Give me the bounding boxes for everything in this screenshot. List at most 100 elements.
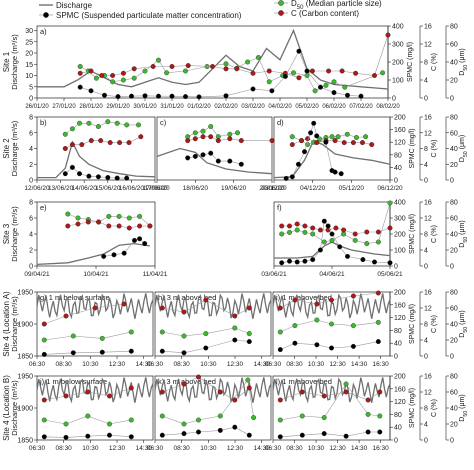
spmc-point — [196, 429, 201, 435]
c-point — [269, 138, 275, 144]
legend-label: SPMC (Suspended particulate matter conce… — [56, 11, 242, 20]
spmc-point — [142, 241, 148, 247]
d50-point — [312, 88, 318, 94]
row-1: Site 1 Discharge (m³/s)051015202530010020… — [2, 24, 469, 111]
d50-point — [321, 415, 327, 421]
spmc-point — [217, 427, 223, 433]
x-tick-label: 05/12/20 — [339, 185, 365, 192]
d50-point — [107, 421, 112, 427]
discharge-line — [36, 293, 154, 320]
c-point — [353, 70, 359, 76]
spmc-point — [331, 90, 337, 96]
c-point — [217, 389, 223, 395]
spmc-point — [277, 434, 283, 440]
c-point — [365, 397, 371, 403]
panel-frame — [154, 375, 272, 441]
d50-point — [363, 134, 369, 140]
spmc-point — [132, 237, 137, 243]
right-tick-label-c: 8 — [424, 146, 428, 153]
spmc-point — [128, 434, 134, 440]
right-tick-label-c: 0 — [424, 264, 428, 271]
y-tick-label: 5 — [29, 84, 33, 91]
d50-point — [181, 421, 187, 427]
x-tick-label: 12/06/20 — [24, 185, 50, 192]
x-tick-label: 14:30 — [254, 361, 271, 368]
panel-2-3: d) 03/12/20 04/12/20 05/12/20 06/12/20 — [261, 116, 403, 192]
c-point — [88, 138, 94, 144]
panel-frame — [36, 291, 154, 357]
c-point — [296, 75, 302, 81]
c-point — [234, 66, 240, 72]
c-point — [246, 385, 252, 391]
d50-point — [323, 82, 329, 88]
d50-point — [364, 241, 370, 247]
y-tick-label: 1950 — [17, 290, 33, 297]
right-tick-label-c: 16 — [424, 290, 432, 297]
right-tick-label-spmc: 100 — [392, 78, 404, 85]
spmc-axis-title: SPMC (mg/l) — [407, 42, 414, 82]
right-tick-label-spmc: 200 — [394, 115, 406, 122]
c-point — [208, 134, 214, 140]
y-tick-label: 2 — [29, 248, 33, 255]
legend-dot-swatch — [278, 0, 284, 6]
d50-point — [181, 333, 187, 339]
right-tick-label-d50: 20 — [450, 422, 458, 429]
spmc-point — [185, 155, 191, 161]
x-tick-label: 08:30 — [174, 445, 191, 452]
site-label: Site 4 (Location A) — [2, 291, 11, 357]
c-point — [350, 140, 356, 146]
right-tick-label-c: 4 — [424, 78, 428, 85]
x-tick-label: 12:30 — [109, 445, 126, 452]
y-tick-label: 1950 — [17, 374, 33, 381]
right-tick-label-spmc: 300 — [392, 42, 404, 49]
d50-point — [217, 413, 223, 419]
x-tick-label: 14:30 — [351, 445, 368, 452]
d50-point — [105, 119, 111, 125]
right-tick-label-c: 0 — [424, 438, 428, 445]
c-point — [294, 221, 300, 227]
d50-point — [294, 227, 300, 233]
y-tick-label: 6 — [29, 216, 33, 223]
c-point — [317, 227, 323, 233]
spmc-point — [137, 236, 143, 242]
d50-point — [302, 229, 308, 235]
d50-point — [342, 84, 348, 90]
d50-axis-title: D50 (μm) — [459, 310, 469, 337]
legend-item-discharge: Discharge — [39, 1, 93, 10]
right-tick-label-spmc: 80 — [394, 412, 402, 419]
x-tick-label: 06/02/20 — [322, 104, 346, 110]
d50-point — [159, 329, 165, 335]
right-tick-label-spmc: 40 — [394, 425, 402, 432]
legend-item-spmc: SPMC (Suspended particulate matter conce… — [39, 11, 242, 20]
c-axis-title: C (%) — [431, 53, 438, 71]
right-tick-label-spmc: 120 — [394, 140, 406, 147]
right-tick-label-c: 16 — [424, 374, 432, 381]
d50-point — [335, 134, 341, 140]
d50-point — [128, 417, 134, 423]
y-tick-label: 30 — [25, 28, 33, 35]
spmc-point — [181, 431, 187, 437]
c-point — [99, 73, 105, 78]
spmc-point — [169, 93, 175, 99]
spmc-series-line — [280, 431, 380, 438]
spmc-point — [70, 350, 76, 356]
c-point — [126, 140, 132, 146]
right-tick-label-spmc: 0 — [394, 264, 398, 271]
y-tick-label: 0 — [29, 96, 33, 103]
right-tick-label-c: 12 — [424, 42, 432, 49]
right-tick-label-spmc: 160 — [394, 127, 406, 134]
d50-point — [299, 413, 305, 419]
right-tick-label-spmc: 0 — [394, 438, 398, 445]
spmc-point — [128, 348, 134, 354]
discharge-line — [272, 377, 391, 404]
c-point — [375, 229, 381, 235]
d50-point — [292, 323, 298, 329]
d50-point — [41, 337, 47, 343]
spmc-point — [332, 169, 338, 175]
panel-frame — [36, 116, 156, 181]
right-tick-label-spmc: 120 — [394, 399, 406, 406]
right-tick-label-spmc: 400 — [392, 24, 404, 31]
spmc-point — [329, 231, 335, 237]
c-point — [185, 138, 191, 144]
panel-label: e) — [40, 203, 47, 212]
